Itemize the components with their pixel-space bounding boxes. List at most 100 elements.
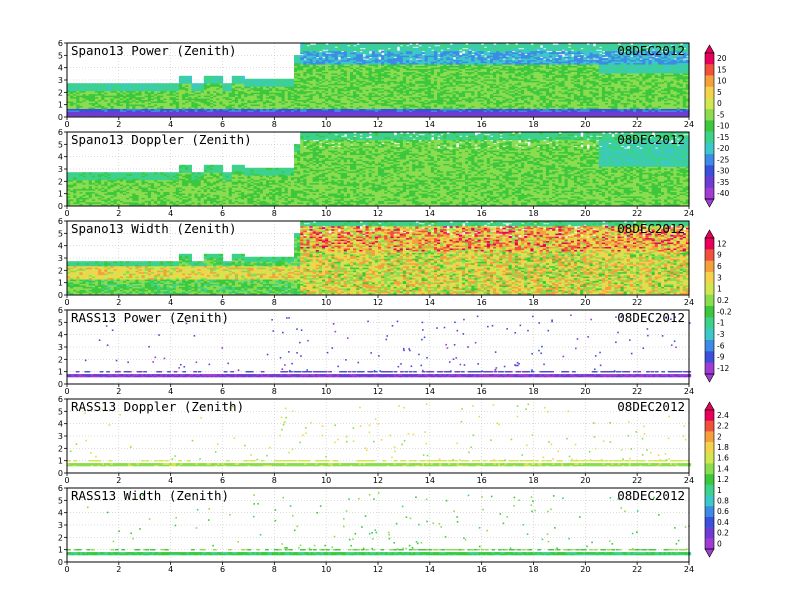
data-cell [76, 83, 81, 86]
data-cell [371, 86, 376, 89]
data-cell [356, 106, 360, 109]
data-cell [110, 83, 115, 86]
data-cell [88, 98, 93, 101]
data-cell [85, 95, 90, 98]
data-cell [309, 90, 314, 93]
data-cell [76, 100, 81, 104]
data-cell [104, 112, 109, 115]
data-cell [216, 108, 220, 111]
data-cell [269, 83, 273, 86]
data-cell [147, 106, 152, 109]
data-cell [163, 102, 168, 105]
data-cell [300, 62, 304, 65]
data-cell [101, 89, 105, 92]
data-cell [371, 87, 376, 90]
data-cell [200, 90, 205, 93]
data-cell [238, 96, 242, 99]
data-cell [197, 87, 202, 90]
data-cell [322, 72, 326, 75]
data-cell [368, 103, 373, 107]
data-cell [234, 78, 239, 81]
data-cell [350, 78, 354, 81]
data-cell [203, 89, 208, 92]
data-cell [272, 114, 276, 117]
data-cell [147, 86, 152, 89]
data-cell [303, 105, 308, 108]
data-cell [185, 87, 189, 90]
data-cell [340, 47, 345, 50]
data-cell [325, 80, 329, 83]
data-cell [331, 112, 336, 115]
data-cell [116, 111, 121, 114]
data-cell [222, 99, 227, 102]
data-cell [244, 99, 248, 102]
data-cell [328, 50, 332, 53]
data-cell [126, 95, 130, 98]
data-cell [350, 47, 354, 50]
data-cell [160, 96, 165, 99]
data-cell [318, 87, 323, 90]
data-cell [343, 111, 348, 114]
data-cell [328, 103, 332, 107]
data-cell [210, 75, 214, 78]
data-cell [350, 49, 354, 52]
data-cell [297, 55, 301, 58]
data-cell [154, 86, 158, 89]
data-cell [113, 99, 118, 102]
data-cell [272, 78, 276, 81]
data-cell [290, 96, 295, 99]
data-cell [306, 46, 311, 49]
data-cell [175, 99, 180, 102]
data-cell [132, 103, 137, 107]
data-cell [340, 69, 345, 72]
data-cell [231, 75, 236, 78]
data-cell [154, 111, 158, 114]
data-cell [256, 78, 261, 81]
data-cell [312, 108, 317, 111]
data-cell [266, 112, 270, 115]
data-cell [275, 95, 280, 98]
data-cell [362, 77, 367, 80]
data-cell [359, 92, 364, 95]
data-cell [362, 111, 367, 114]
data-cell [135, 103, 140, 107]
data-cell [82, 86, 87, 89]
data-cell [278, 99, 283, 102]
data-cell [290, 109, 295, 112]
data-cell [216, 100, 220, 104]
data-cell [346, 86, 351, 89]
data-cell [350, 87, 354, 90]
data-cell [325, 86, 329, 89]
data-cell [356, 49, 360, 52]
data-cell [266, 100, 270, 104]
data-cell [191, 106, 196, 109]
data-cell [262, 92, 267, 95]
data-cell [266, 111, 270, 114]
data-cell [98, 83, 102, 86]
data-cell [94, 90, 99, 93]
data-cell [135, 86, 140, 89]
data-cell [219, 83, 224, 86]
data-cell [247, 87, 252, 90]
data-cell [126, 112, 130, 115]
data-cell [353, 102, 357, 105]
data-cell [107, 98, 112, 101]
data-cell [73, 109, 77, 112]
data-cell [371, 52, 376, 55]
data-cell [325, 100, 329, 104]
data-cell [340, 100, 345, 104]
data-cell [350, 77, 354, 80]
data-cell [194, 105, 199, 108]
data-cell [166, 112, 171, 115]
data-cell [353, 90, 357, 93]
data-cell [315, 83, 320, 86]
data-cell [343, 75, 348, 78]
data-cell [191, 114, 196, 117]
data-cell [356, 52, 360, 55]
data-cell [322, 62, 326, 65]
data-cell [334, 66, 339, 70]
data-cell [365, 43, 370, 46]
data-cell [185, 80, 189, 83]
data-cell [132, 96, 137, 99]
data-cell [225, 106, 230, 109]
